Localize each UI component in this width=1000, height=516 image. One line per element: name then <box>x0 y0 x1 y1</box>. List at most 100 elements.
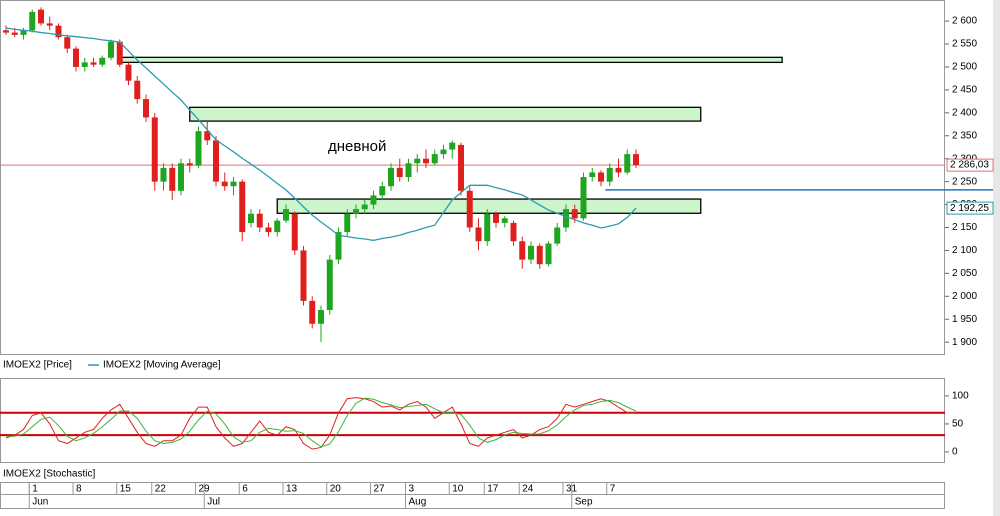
candle-body <box>563 209 569 228</box>
month-label: Jun <box>32 497 48 508</box>
last-price-box <box>946 158 994 172</box>
candle-body <box>519 241 526 260</box>
ma-value-label: 2 192,25 <box>950 203 989 214</box>
date-label: 1 <box>32 484 38 495</box>
candle-body <box>291 213 298 251</box>
date-label: 7 <box>610 484 616 495</box>
candle-body <box>3 30 9 33</box>
candle-body <box>300 250 307 301</box>
candle-body <box>536 245 543 265</box>
candle-body <box>615 167 622 173</box>
candle-body <box>493 213 499 223</box>
scrollbar <box>993 0 1000 516</box>
candle-body <box>571 209 578 219</box>
y-tick-label: 2 400 <box>952 107 977 118</box>
candle-body <box>248 213 254 223</box>
candle-body <box>125 64 132 81</box>
candle-body <box>501 218 508 223</box>
zone <box>119 56 783 64</box>
stochastic-line <box>6 397 637 448</box>
candle-body <box>20 30 27 35</box>
candle-body <box>405 163 412 178</box>
legend-ma: IMOEX2 [Moving Average] <box>103 360 221 371</box>
candle-body <box>309 300 316 324</box>
y-tick-label: 2 450 <box>952 85 977 96</box>
candle-body <box>449 142 456 150</box>
date-label: 10 <box>452 484 464 495</box>
candle-body <box>545 243 552 265</box>
date-label: 17 <box>487 484 499 495</box>
price-panel <box>0 0 945 355</box>
y-tick-label: 50 <box>952 419 964 430</box>
date-label: 6 <box>242 484 248 495</box>
candle-body <box>265 227 272 233</box>
candle-body <box>81 62 88 67</box>
candle-body <box>38 9 44 24</box>
candle-body <box>186 163 193 166</box>
candle-body <box>195 131 202 166</box>
candle-body <box>169 167 176 191</box>
month-label: Sep <box>575 497 593 508</box>
candle-body <box>73 48 79 67</box>
date-label: 20 <box>330 484 342 495</box>
candle-body <box>274 220 281 233</box>
candle-body <box>580 177 587 219</box>
candle-body <box>283 209 289 221</box>
candle-body <box>230 181 237 187</box>
date-axis <box>0 482 945 509</box>
ma-value-box <box>946 201 994 215</box>
candle-body <box>475 227 482 242</box>
candle-body <box>370 195 377 205</box>
last-price-label: 2 286,03 <box>950 160 989 171</box>
candle-body <box>160 167 167 182</box>
candle-body <box>55 25 62 38</box>
candle-body <box>554 227 561 244</box>
candle-body <box>64 37 71 49</box>
candle-body <box>440 149 447 155</box>
candle-body <box>29 11 36 31</box>
moving-average <box>5 27 637 241</box>
candle-body <box>143 99 149 118</box>
candle-body <box>239 181 246 233</box>
legend-price: IMOEX2 [Price] <box>3 360 72 371</box>
month-label: Jul <box>207 497 220 508</box>
zone <box>189 106 702 122</box>
y-tick-label: 2 350 <box>952 130 977 141</box>
y-tick-label: 1 900 <box>952 337 977 348</box>
candle-body <box>204 131 211 141</box>
candle-body <box>256 213 263 228</box>
y-tick-label: 2 100 <box>952 245 977 256</box>
stochastic-title: IMOEX2 [Stochastic] <box>3 469 95 480</box>
candle-body <box>344 213 351 233</box>
date-label: 15 <box>120 484 132 495</box>
date-label: 3 <box>409 484 415 495</box>
candle-body <box>11 32 18 35</box>
candle-body <box>46 23 53 26</box>
date-label: 22 <box>155 484 167 495</box>
candle-body <box>213 140 219 182</box>
y-tick-label: 2 500 <box>952 62 977 73</box>
candle-body <box>423 158 429 164</box>
candle-body <box>458 144 464 191</box>
candle-body <box>466 190 473 228</box>
candle-body <box>379 186 386 196</box>
y-tick-label: 2 150 <box>952 222 977 233</box>
date-label: 27 <box>374 484 386 495</box>
candle-body <box>361 204 368 210</box>
y-tick-label: 2 000 <box>952 291 977 302</box>
candle-body <box>624 154 631 173</box>
y-tick-label: 2 250 <box>952 176 977 187</box>
candle-body <box>431 154 438 164</box>
candle-body <box>116 41 123 65</box>
month-label: Aug <box>409 497 427 508</box>
candle-body <box>633 154 639 166</box>
candle-body <box>606 167 613 182</box>
candle-body <box>510 222 517 242</box>
candle-body <box>318 310 324 324</box>
candle-body <box>90 62 97 65</box>
candle-body <box>598 172 604 182</box>
candle-body <box>134 80 141 100</box>
candle-body <box>484 213 491 242</box>
y-tick-label: 2 600 <box>952 16 977 27</box>
candle-body <box>178 163 184 191</box>
